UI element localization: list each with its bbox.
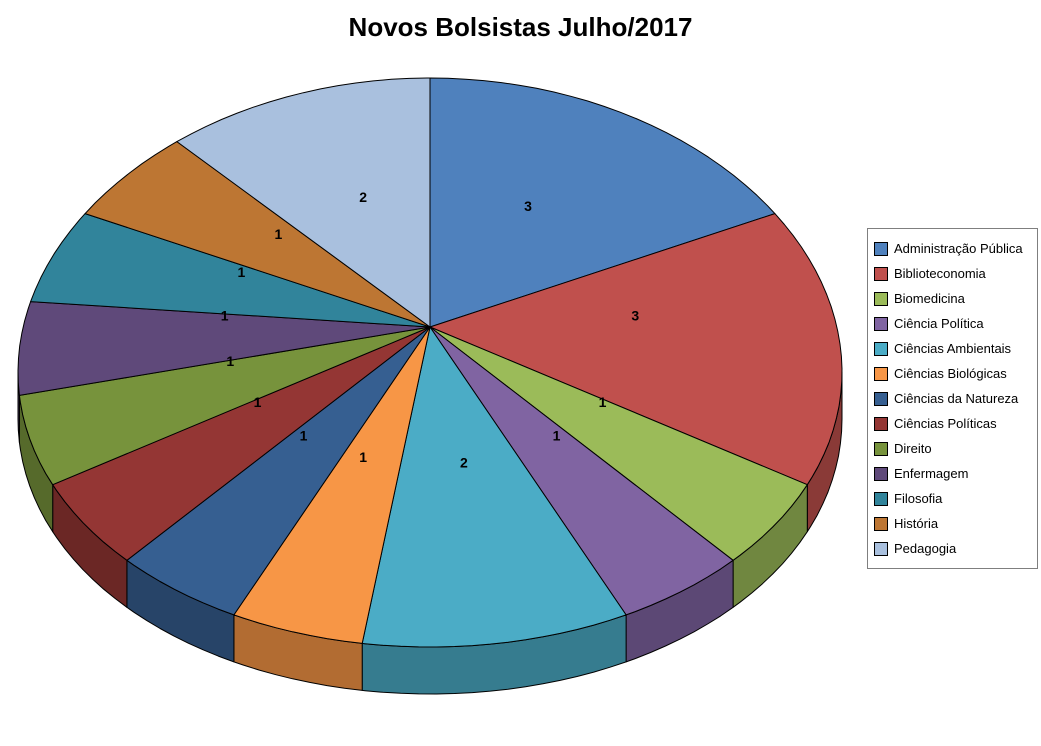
legend-label: Administração Pública — [894, 241, 1023, 256]
pie-slice-label: 1 — [359, 449, 367, 465]
pie-slice-label: 2 — [359, 189, 367, 205]
legend-item-ciencias-politicas: Ciências Políticas — [868, 411, 1037, 436]
legend-item-direito: Direito — [868, 436, 1037, 461]
legend-item-filosofia: Filosofia — [868, 486, 1037, 511]
legend-swatch — [874, 341, 888, 356]
pie-slice-enfermagem — [17, 301, 431, 396]
legend-swatch — [874, 541, 888, 556]
pie-rim — [17, 371, 843, 695]
pie-slice-ciencias-ambientais — [361, 326, 627, 648]
pie-slice-filosofia — [30, 213, 431, 328]
pie-slice-biblioteconomia — [429, 213, 843, 486]
legend-label: Direito — [894, 441, 932, 456]
pie-top-surface — [17, 77, 843, 648]
legend-label: Pedagogia — [894, 541, 957, 556]
pie-slice-label: 1 — [226, 353, 234, 369]
legend-item-ciencia-politica: Ciência Política — [868, 311, 1037, 336]
legend-label: Enfermagem — [894, 466, 969, 481]
pie-data-labels: 3 3 1 1 2 1 1 1 1 1 1 1 2 — [221, 189, 640, 471]
legend-swatch — [874, 366, 888, 381]
legend-swatch — [874, 416, 888, 431]
pie-slice-label: 1 — [221, 308, 229, 324]
pie-slice-label: 1 — [553, 428, 561, 444]
chart-legend: Administração Pública Biblioteconomia Biom… — [867, 228, 1038, 569]
legend-item-historia: História — [868, 511, 1037, 536]
pie-slice-label: 3 — [631, 308, 639, 324]
legend-label: Ciência Política — [894, 316, 984, 331]
legend-item-ciencias-ambientais: Ciências Ambientais — [868, 336, 1037, 361]
legend-swatch — [874, 291, 888, 306]
legend-item-pedagogia: Pedagogia — [868, 536, 1037, 561]
pie-slice-label: 1 — [300, 428, 308, 444]
legend-label: Filosofia — [894, 491, 943, 506]
pie-slice-label: 1 — [254, 394, 262, 410]
legend-swatch — [874, 266, 888, 281]
legend-label: Biblioteconomia — [894, 266, 986, 281]
legend-item-biomedicina: Biomedicina — [868, 286, 1037, 311]
legend-item-biblioteconomia: Biblioteconomia — [868, 261, 1037, 286]
pie-slice-biomedicina — [429, 326, 808, 561]
pie-slice-ciencia-politica — [429, 326, 734, 616]
legend-label: Ciências Ambientais — [894, 341, 1012, 356]
pie-slice-label: 2 — [460, 455, 468, 471]
legend-swatch — [874, 441, 888, 456]
legend-item-administracao-publica: Administração Pública — [868, 236, 1037, 261]
legend-item-ciencias-da-natureza: Ciências da Natureza — [868, 386, 1037, 411]
pie-slice-ciencias-biologicas — [233, 326, 431, 644]
pie-slice-direito — [18, 326, 431, 486]
legend-swatch — [874, 491, 888, 506]
legend-label: História — [894, 516, 939, 531]
legend-item-ciencias-biologicas: Ciências Biológicas — [868, 361, 1037, 386]
legend-swatch — [874, 391, 888, 406]
legend-label: Ciências Políticas — [894, 416, 997, 431]
pie-slice-pedagogia — [176, 77, 431, 328]
pie-slice-ciencias-da-natureza — [126, 326, 431, 616]
pie-slice-label: 1 — [238, 264, 246, 280]
pie-slice-administracao-publica — [429, 77, 776, 328]
legend-item-enfermagem: Enfermagem — [868, 461, 1037, 486]
legend-label: Ciências da Natureza — [894, 391, 1019, 406]
pie-slice-label: 1 — [599, 394, 607, 410]
legend-label: Ciências Biológicas — [894, 366, 1007, 381]
legend-label: Biomedicina — [894, 291, 965, 306]
pie-slice-label: 3 — [524, 198, 532, 214]
legend-swatch — [874, 241, 888, 256]
legend-swatch — [874, 466, 888, 481]
legend-swatch — [874, 316, 888, 331]
pie-slice-label: 1 — [275, 226, 283, 242]
pie-slice-ciencias-politicas — [52, 326, 431, 561]
chart-title: Novos Bolsistas Julho/2017 — [348, 12, 693, 42]
pie-slice-historia — [84, 141, 431, 328]
legend-swatch — [874, 516, 888, 531]
